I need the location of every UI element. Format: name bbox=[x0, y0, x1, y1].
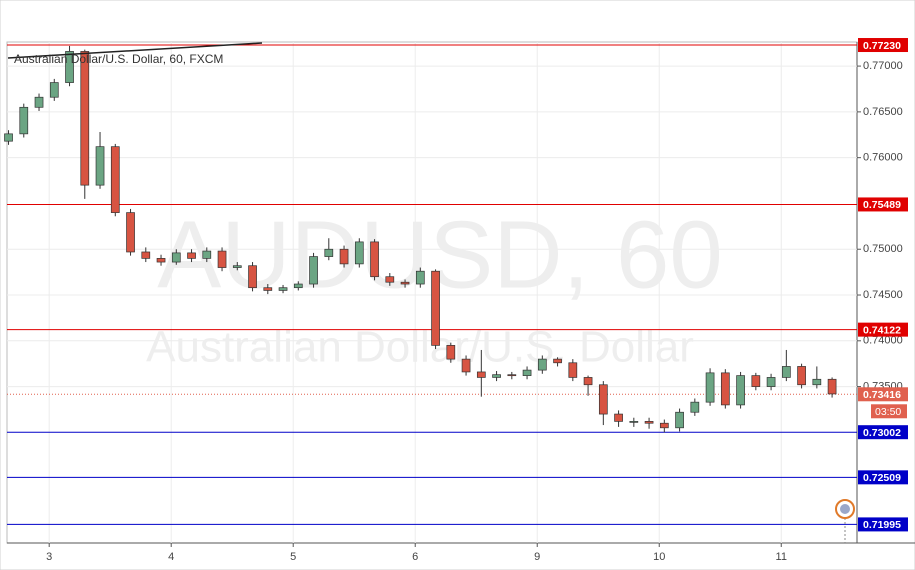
candle-body bbox=[278, 287, 288, 291]
trend-line bbox=[7, 42, 263, 59]
candle-body bbox=[598, 384, 608, 415]
candle-body bbox=[537, 358, 547, 371]
candle-body bbox=[461, 358, 471, 373]
candle-body bbox=[446, 345, 456, 360]
x-tick-label: 11 bbox=[776, 551, 787, 563]
watermark: AUDUSD, 60 bbox=[157, 201, 723, 308]
price-tag bbox=[858, 425, 908, 440]
price-tag-label: 0.73002 bbox=[863, 427, 901, 439]
price-tag bbox=[858, 197, 908, 212]
candle-body bbox=[19, 106, 29, 135]
candle-body bbox=[812, 378, 822, 386]
candle-body bbox=[217, 250, 227, 268]
y-tick-label: 0.77000 bbox=[863, 60, 903, 72]
chart-title: Australian Dollar/U.S. Dollar, 60, FXCM bbox=[14, 52, 223, 66]
watermark-subtitle: Australian Dollar/U.S. Dollar bbox=[146, 323, 694, 372]
y-tick-label: 0.74000 bbox=[863, 335, 903, 347]
candles bbox=[4, 45, 837, 433]
event-flag bbox=[840, 504, 850, 514]
x-tick-label: 10 bbox=[653, 551, 665, 563]
x-tick-label: 5 bbox=[290, 551, 296, 563]
candle-body bbox=[34, 96, 44, 108]
candle-body bbox=[675, 411, 684, 429]
candle-body bbox=[126, 212, 135, 253]
candle-body bbox=[80, 51, 90, 186]
candle-body bbox=[324, 248, 334, 257]
candle-body bbox=[431, 270, 440, 346]
candle-body bbox=[705, 372, 715, 403]
candle-body bbox=[690, 401, 700, 413]
candle-body bbox=[370, 241, 379, 278]
candle-body bbox=[644, 421, 654, 424]
candle-body bbox=[141, 251, 151, 259]
candle-body bbox=[751, 375, 761, 387]
price-tag-label: 0.77230 bbox=[863, 40, 901, 52]
candle-body bbox=[309, 256, 318, 285]
candle-body bbox=[293, 283, 303, 289]
y-tick-label: 0.76500 bbox=[863, 106, 903, 118]
x-tick-label: 6 bbox=[412, 551, 418, 563]
candle-body bbox=[248, 265, 257, 289]
candle-body bbox=[766, 377, 776, 387]
y-tick-label: 0.76000 bbox=[863, 152, 903, 164]
candle-body bbox=[553, 358, 562, 364]
price-tag-label: 0.75489 bbox=[863, 199, 901, 211]
candle-body bbox=[354, 241, 364, 265]
price-tag bbox=[858, 517, 908, 532]
candle-body bbox=[232, 265, 242, 268]
price-tag-label: 0.72509 bbox=[863, 472, 901, 484]
x-tick-label: 9 bbox=[534, 551, 540, 563]
candle-body bbox=[720, 372, 730, 406]
candle-body bbox=[263, 287, 273, 291]
candle-body bbox=[95, 146, 105, 186]
candle-body bbox=[522, 369, 532, 376]
candle-body bbox=[156, 258, 166, 263]
price-tag bbox=[858, 470, 908, 485]
axis: 0.77000 0.76500 0.76000 0.75000 0.74500 0.740… bbox=[46, 38, 908, 563]
price-tag bbox=[858, 387, 908, 402]
candle-body bbox=[797, 366, 806, 386]
candle-body bbox=[827, 378, 837, 395]
candle-body bbox=[629, 421, 639, 423]
candle-body bbox=[507, 374, 517, 377]
candle-body bbox=[4, 133, 13, 142]
candle-body bbox=[568, 362, 578, 378]
x-tick-label: 4 bbox=[168, 551, 174, 563]
candle-body bbox=[171, 252, 181, 263]
price-tag-label: 0.73416 bbox=[863, 389, 901, 401]
candle-body bbox=[736, 375, 745, 406]
price-tag-label: 0.74122 bbox=[863, 324, 901, 336]
candle-body bbox=[110, 146, 120, 213]
countdown-box bbox=[871, 404, 907, 419]
price-tag bbox=[858, 38, 908, 53]
candle-body bbox=[339, 248, 349, 265]
y-tick-label: 0.75000 bbox=[863, 243, 903, 255]
x-tick-label: 3 bbox=[46, 551, 52, 563]
candle-body bbox=[385, 276, 395, 283]
candle-body bbox=[781, 366, 791, 378]
candle-body bbox=[476, 371, 486, 378]
candle-body bbox=[202, 250, 212, 259]
candle-body bbox=[659, 422, 669, 429]
price-tag-label: 0.71995 bbox=[863, 519, 901, 531]
candle-body bbox=[492, 374, 501, 378]
candle-body bbox=[400, 281, 410, 285]
countdown: 03:50 bbox=[875, 406, 901, 418]
candle-body bbox=[583, 377, 593, 386]
price-tag bbox=[858, 322, 908, 337]
candle-body bbox=[65, 51, 74, 83]
candle-body bbox=[614, 413, 623, 422]
candle-body bbox=[49, 82, 59, 98]
candle-body bbox=[415, 270, 425, 285]
y-tick-label: 0.74500 bbox=[863, 289, 903, 301]
candle-body bbox=[187, 252, 196, 259]
